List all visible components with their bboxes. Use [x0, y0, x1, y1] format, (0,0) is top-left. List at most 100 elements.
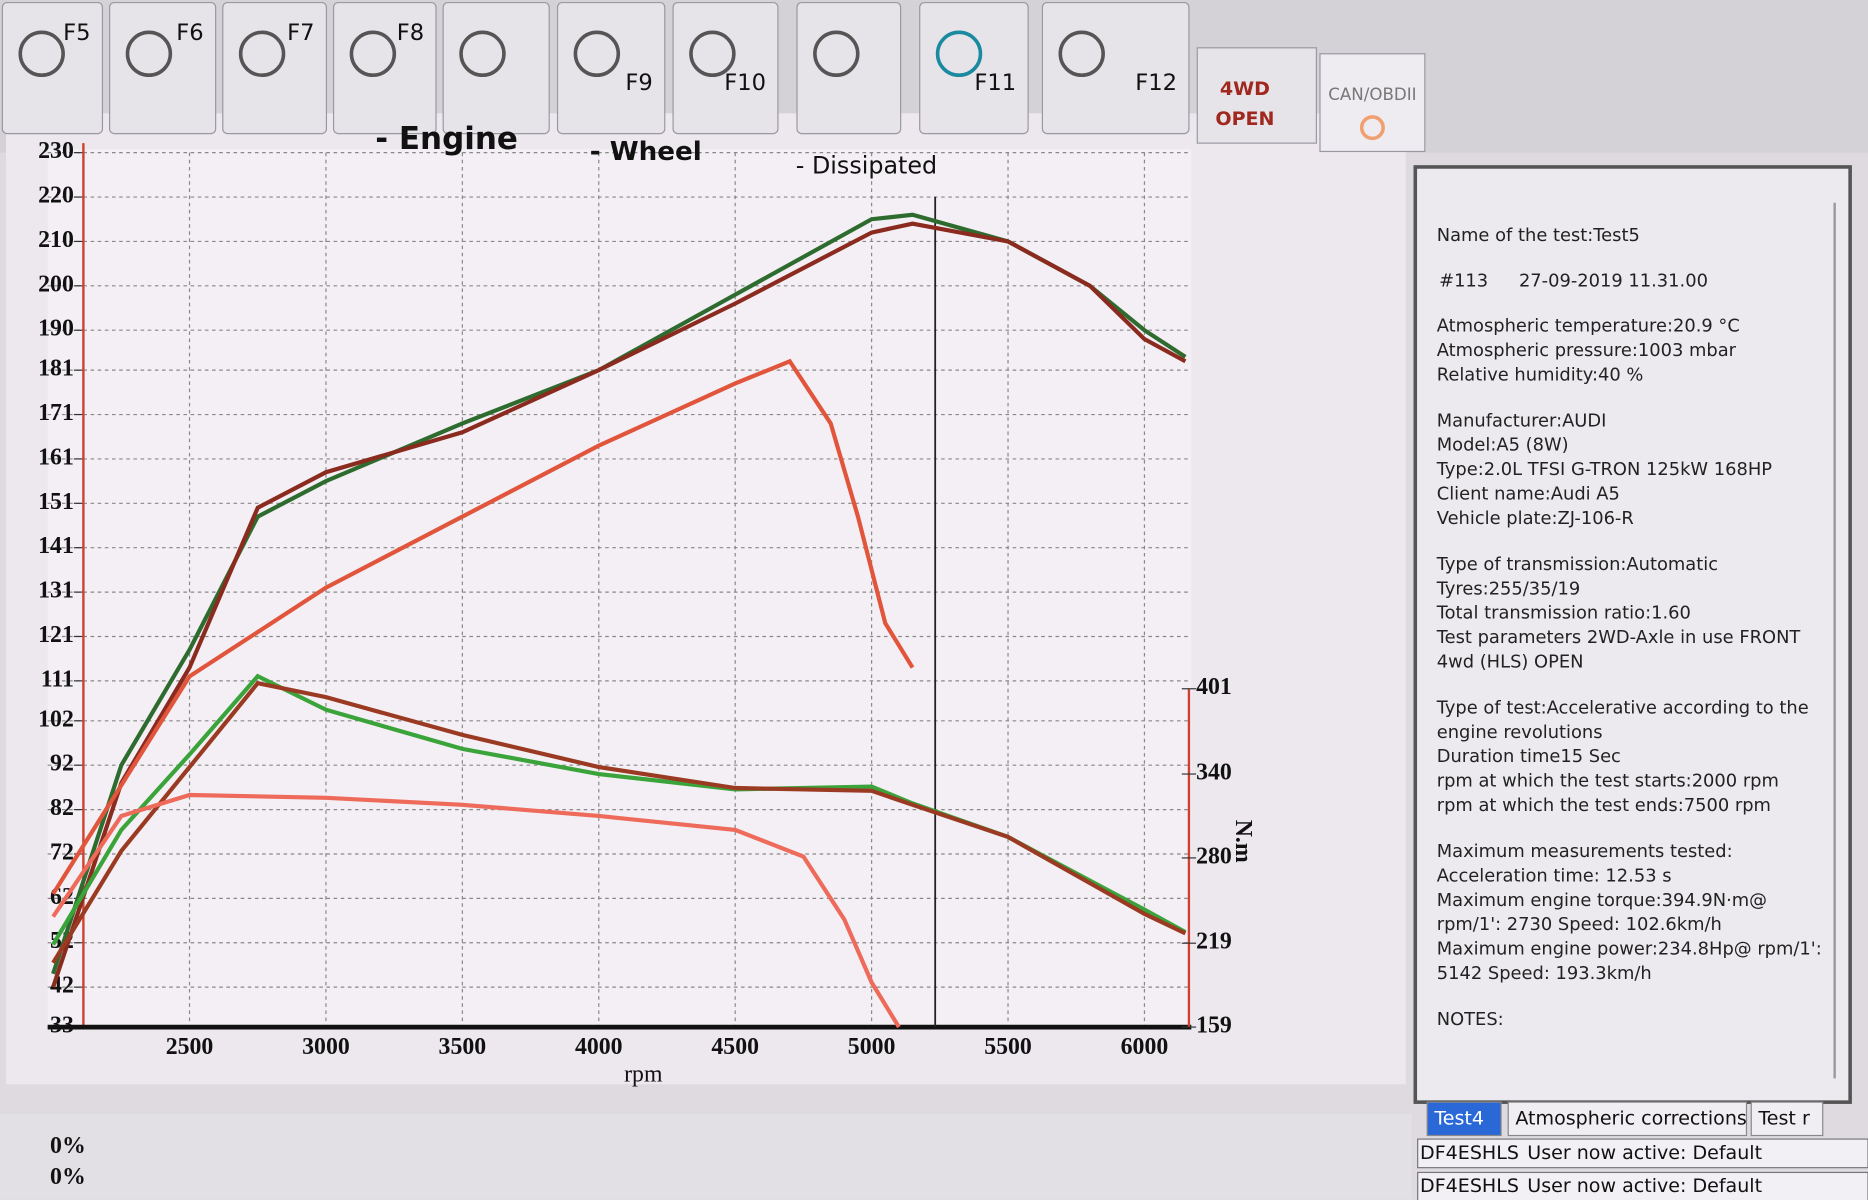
series-line [51, 680, 1187, 964]
tab-label: Test r [1757, 1107, 1810, 1129]
y-tick-label: 102 [38, 706, 74, 732]
button-key-label: F9 [625, 70, 652, 96]
info-text: 5142 Speed: 193.3km/h [1437, 963, 1652, 984]
button-icon [1058, 30, 1105, 78]
y-tick-label: 181 [38, 356, 74, 382]
y2-tick-label: 159 [1196, 1013, 1232, 1039]
button-key-label: F10 [724, 70, 766, 96]
drive-mode-label: OPEN [1215, 108, 1274, 130]
status-user: User now active: Default [1527, 1175, 1762, 1197]
y-tick-label: 111 [41, 666, 74, 692]
info-text: Atmospheric pressure:1003 mbar [1437, 340, 1737, 361]
plot-area [47, 149, 1192, 1028]
legend-label: - Wheel [590, 137, 702, 167]
can-button-label: CAN/OBDII [1328, 85, 1416, 104]
tab[interactable] [1750, 1101, 1824, 1137]
button-icon [238, 30, 286, 78]
tab[interactable] [1426, 1101, 1502, 1137]
info-text: Maximum measurements tested: [1437, 841, 1733, 862]
drive-mode-label: 4WD [1220, 78, 1270, 100]
tab-label: Test4 [1433, 1107, 1484, 1129]
y-tick-label: 230 [38, 138, 74, 164]
toolbar-button[interactable] [1, 1, 104, 135]
series-line [51, 221, 1187, 988]
status-bar [1417, 1138, 1868, 1169]
y2-tick-label: 340 [1196, 760, 1232, 786]
x-tick-label: 5000 [848, 1034, 896, 1060]
info-text: 4wd (HLS) OPEN [1437, 652, 1584, 673]
info-text: 27-09-2019 11.31.00 [1519, 270, 1708, 291]
y-tick-label: 220 [38, 183, 74, 209]
y-tick-label: 92 [50, 751, 74, 777]
info-text: Tyres:255/35/19 [1436, 578, 1581, 599]
button-key-label: F7 [287, 20, 314, 46]
toolbar-button[interactable] [672, 1, 779, 135]
x-tick-label: 4500 [711, 1034, 759, 1060]
y-tick-label: 141 [38, 533, 74, 559]
info-text: Manufacturer:AUDI [1437, 410, 1607, 431]
info-text: Model:A5 (8W) [1437, 435, 1569, 456]
x-tick-label: 3500 [439, 1034, 487, 1060]
y-tick-label: 131 [38, 578, 74, 604]
info-text: #113 [1439, 270, 1488, 291]
y2-tick-label: 219 [1196, 929, 1232, 955]
info-text: rpm at which the test starts:2000 rpm [1437, 771, 1779, 792]
y2-tick-label: 280 [1196, 843, 1232, 869]
info-text: Client name:Audi A5 [1437, 484, 1620, 505]
x-axis-label: rpm [624, 1061, 663, 1087]
info-text: Duration time15 Sec [1437, 746, 1621, 767]
info-text: rpm/1': 2730 Speed: 102.6km/h [1437, 914, 1722, 935]
x-tick-label: 6000 [1121, 1034, 1169, 1060]
x-tick-label: 2500 [166, 1034, 214, 1060]
info-panel [1413, 165, 1852, 1104]
y-tick-label: 151 [38, 489, 74, 515]
status-code: DF4ESHLS [1420, 1142, 1519, 1164]
y-tick-label: 72 [50, 839, 74, 865]
info-text: Name of the test:Test5 [1437, 225, 1640, 246]
status-code: DF4ESHLS [1420, 1175, 1519, 1197]
progress-label: 0% [50, 1164, 86, 1190]
legend-label: - Dissipated [796, 151, 937, 179]
button-icon [349, 30, 397, 78]
button-icon [125, 30, 173, 78]
info-text: Relative humidity:40 % [1437, 364, 1644, 385]
y-tick-label: 121 [38, 622, 74, 648]
status-bar [1417, 1171, 1868, 1200]
y-tick-label: 82 [50, 795, 74, 821]
y2-tick-label: 401 [1196, 674, 1232, 700]
tab[interactable] [1507, 1101, 1748, 1137]
info-text: Acceleration time: 12.53 s [1437, 865, 1672, 886]
info-text: rpm at which the test ends:7500 rpm [1437, 795, 1771, 816]
toolbar-button[interactable] [796, 1, 902, 135]
button-icon [573, 30, 621, 78]
info-text: Maximum engine torque:394.9N·m@ [1437, 890, 1767, 911]
tab-label: Atmospheric corrections [1515, 1107, 1746, 1129]
info-text: Test parameters 2WD-Axle in use FRONT [1436, 627, 1801, 648]
y2-axis-label: N.m [1230, 820, 1256, 863]
y-tick-label: 190 [38, 316, 74, 342]
y-tick-label: 210 [38, 227, 74, 253]
y-tick-label: 161 [38, 444, 74, 470]
info-text: Type:2.0L TFSI G-TRON 125kW 168HP [1436, 459, 1773, 480]
button-key-label: F5 [63, 20, 90, 46]
button-key-label: F6 [176, 20, 203, 46]
can-icon [1359, 115, 1385, 141]
info-text: Vehicle plate:ZJ-106-R [1437, 508, 1634, 529]
button-icon [935, 30, 983, 78]
button-key-label: F11 [974, 70, 1016, 96]
can-button[interactable] [1319, 53, 1426, 153]
button-icon [459, 30, 506, 78]
x-tick-label: 4000 [575, 1034, 623, 1060]
series-line [51, 792, 901, 1029]
toolbar-button[interactable] [1041, 1, 1190, 135]
info-text: Atmospheric temperature:20.9 °C [1437, 316, 1740, 337]
info-text: Maximum engine power:234.8Hp@ rpm/1': [1437, 939, 1822, 960]
drive-mode-button[interactable] [1196, 47, 1318, 144]
y-tick-label: 171 [38, 400, 74, 426]
button-icon [689, 30, 736, 78]
button-icon [18, 30, 65, 78]
info-text: NOTES: [1437, 1009, 1504, 1030]
button-key-label: F12 [1135, 70, 1177, 96]
